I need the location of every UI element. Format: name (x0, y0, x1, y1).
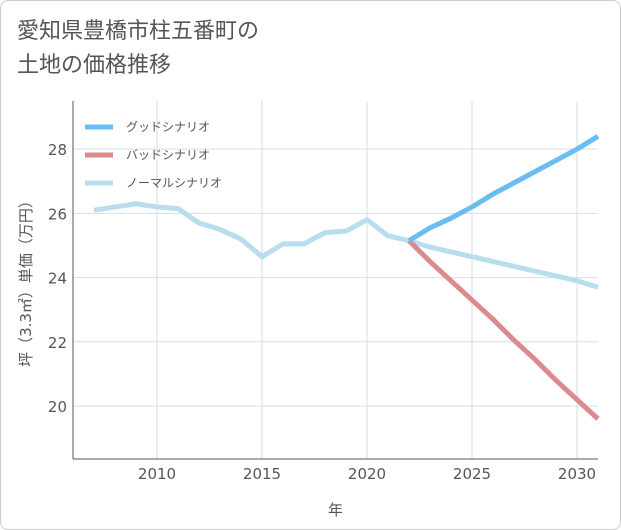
y-tick-label: 20 (48, 398, 67, 416)
x-axis-title: 年 (328, 501, 343, 519)
series-line-2 (93, 201, 599, 290)
x-tick-label: 2010 (138, 465, 176, 483)
series-line-0 (407, 134, 600, 243)
y-tick-label: 26 (48, 205, 67, 223)
x-tick-label: 2025 (453, 465, 491, 483)
legend-label-0: グッドシナリオ (126, 120, 210, 134)
y-axis-title: 坪（3.3㎡）単価（万円） (17, 193, 35, 367)
y-tick-label: 24 (48, 270, 67, 288)
y-tick-label: 28 (48, 141, 67, 159)
title-line-1: 愛知県豊橋市柱五番町の (17, 19, 260, 44)
series-line-1 (407, 238, 600, 421)
x-tick-label: 2020 (348, 465, 386, 483)
x-tick-label: 2015 (243, 465, 281, 483)
chart-title: 愛知県豊橋市柱五番町の 土地の価格推移 (17, 15, 259, 83)
x-tick-label: 2030 (558, 465, 596, 483)
legend-label-1: バッドシナリオ (126, 148, 210, 162)
y-tick-label: 22 (48, 334, 67, 352)
legend-label-2: ノーマルシナリオ (126, 176, 222, 190)
title-line-2: 土地の価格推移 (17, 53, 172, 78)
